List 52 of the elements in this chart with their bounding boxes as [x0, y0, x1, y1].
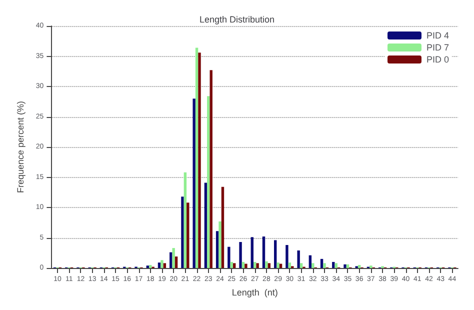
bar	[149, 264, 152, 268]
bar	[344, 264, 346, 268]
bar	[160, 260, 164, 268]
legend-label: PID 0	[426, 54, 450, 64]
bar	[184, 172, 187, 268]
bar	[186, 202, 190, 268]
bar	[276, 262, 280, 268]
bar	[221, 186, 224, 268]
bar	[288, 262, 292, 268]
bar	[204, 182, 208, 268]
bar	[242, 262, 245, 268]
bar	[210, 70, 212, 268]
bar	[218, 221, 222, 268]
bar	[308, 255, 312, 268]
bar	[320, 258, 324, 268]
bar	[172, 248, 175, 268]
bar	[174, 256, 178, 268]
bar	[181, 196, 184, 268]
bar	[244, 264, 248, 268]
x-axis-title: Length (nt)	[232, 288, 278, 298]
bar	[228, 246, 230, 268]
bar	[332, 262, 335, 268]
bar	[334, 263, 338, 268]
bar	[265, 261, 268, 268]
bar	[297, 250, 300, 268]
bar	[198, 52, 201, 268]
legend-label: PID 4	[426, 30, 450, 40]
bar	[207, 96, 210, 268]
bar	[268, 263, 271, 268]
bar	[300, 263, 303, 268]
chart-title: Length Distribution	[199, 14, 275, 24]
bar	[358, 264, 361, 268]
bar	[158, 262, 161, 268]
bar	[170, 252, 172, 268]
bar	[216, 231, 219, 268]
bar	[239, 242, 242, 268]
bar	[262, 236, 266, 268]
legend-label: PID 7	[426, 42, 450, 52]
bar	[163, 263, 166, 268]
bar	[323, 263, 326, 268]
bar	[192, 98, 196, 268]
bar	[312, 263, 314, 268]
bar	[286, 245, 288, 268]
bar	[195, 48, 198, 268]
bar	[256, 263, 259, 268]
y-axis-title: Frequence percent (%)	[16, 100, 26, 194]
bar	[250, 237, 254, 268]
bar	[230, 262, 233, 268]
bar	[274, 240, 277, 268]
bar	[346, 264, 350, 268]
bar	[253, 262, 256, 268]
bar	[232, 263, 236, 268]
